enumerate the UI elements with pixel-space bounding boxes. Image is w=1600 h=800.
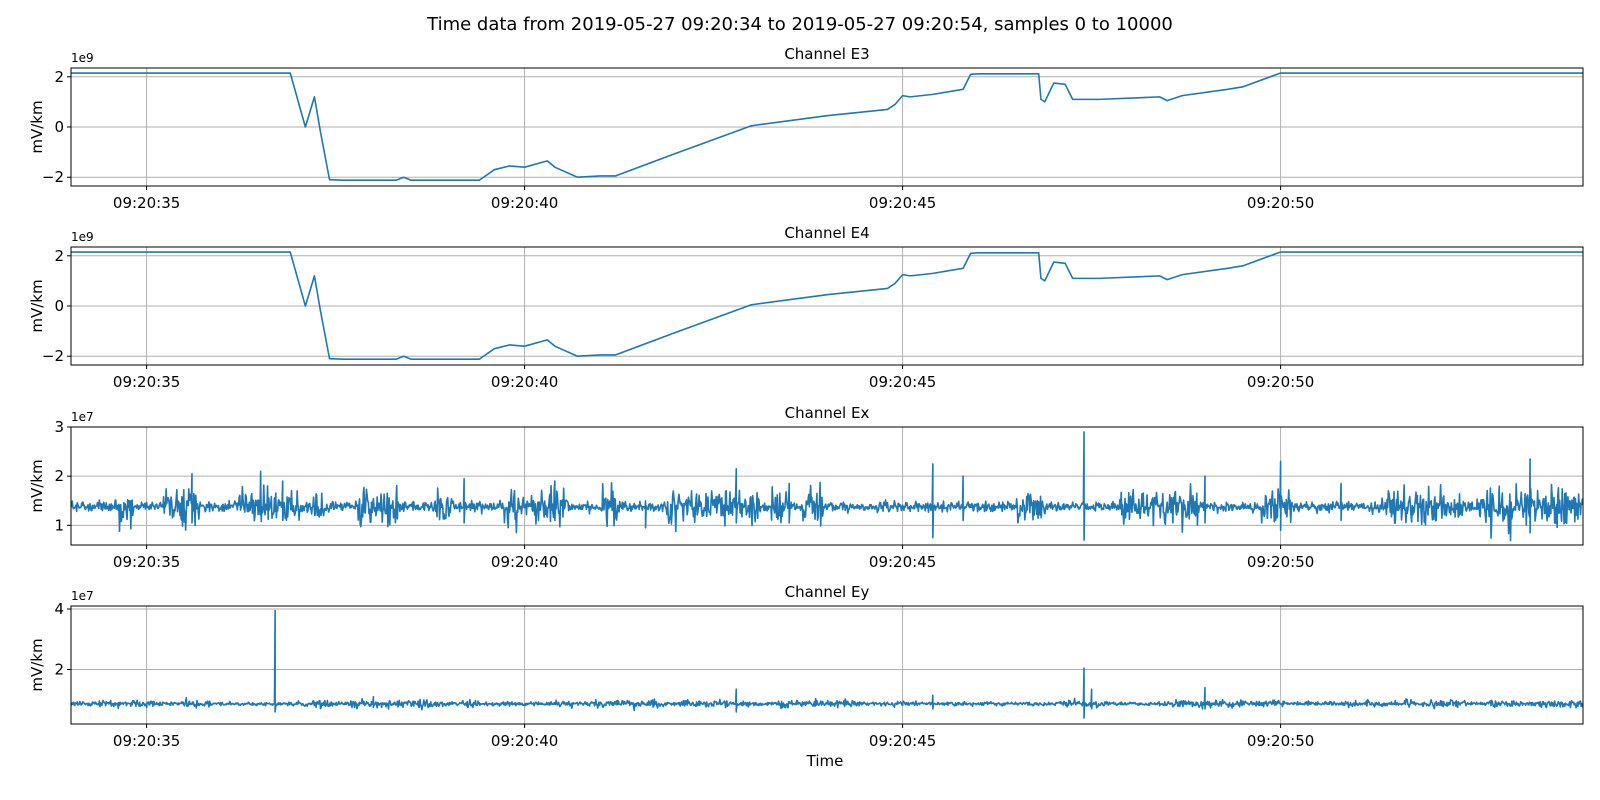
x-tick-label: 09:20:40 [491, 373, 558, 391]
subplot-1: 2 0 −2 09:20:35 09:20:40 09:20:45 09:20:50 Chan… [28, 224, 1584, 391]
subplot-2: 3 2 1 09:20:35 09:20:40 09:20:45 09:20:50 Chann… [28, 404, 1584, 571]
y-offset-label: 1e7 [71, 589, 94, 603]
y-tick-label: 1 [54, 516, 64, 534]
y-tick-label: 0 [54, 297, 64, 315]
series-line [71, 609, 1583, 719]
x-tick-label: 09:20:35 [113, 373, 180, 391]
y-tick-label: 4 [54, 600, 64, 618]
y-offset-label: 1e9 [71, 230, 94, 244]
y-tick-label: 2 [54, 661, 64, 679]
subplot-0: 2 0 −2 09:20:35 09:20:40 09:20:45 09:20:50 Chan… [28, 45, 1584, 212]
subplots: 2 0 −2 09:20:35 09:20:40 09:20:45 09:20:50 Chan… [28, 45, 1584, 750]
y-offset-label: 1e9 [71, 51, 94, 65]
y-tick-label: 3 [54, 418, 64, 436]
y-tick-label: −2 [42, 347, 64, 365]
axes-frame [70, 605, 1584, 725]
subplot-title: Channel Ex [785, 404, 870, 422]
y-tick-label: 2 [54, 68, 64, 86]
x-axis-label: Time [806, 752, 844, 770]
x-tick-label: 09:20:35 [113, 553, 180, 571]
subplot-title: Channel E3 [784, 45, 869, 63]
subplot-title: Channel Ey [785, 583, 870, 601]
figure-title: Time data from 2019-05-27 09:20:34 to 20… [426, 14, 1173, 35]
x-tick-label: 09:20:50 [1247, 194, 1314, 212]
x-tick-label: 09:20:35 [113, 732, 180, 750]
y-axis-label: mV/km [28, 459, 46, 512]
x-tick-label: 09:20:35 [113, 194, 180, 212]
x-tick-label: 09:20:40 [491, 732, 558, 750]
x-tick-label: 09:20:45 [869, 373, 936, 391]
x-tick-label: 09:20:45 [869, 553, 936, 571]
x-tick-label: 09:20:50 [1247, 373, 1314, 391]
y-tick-label: 2 [54, 467, 64, 485]
x-tick-label: 09:20:45 [869, 732, 936, 750]
subplot-3: 4 2 09:20:35 09:20:40 09:20:45 09:20:50 Channe… [28, 583, 1584, 750]
x-tick-label: 09:20:50 [1247, 553, 1314, 571]
y-tick-label: 2 [54, 247, 64, 265]
y-offset-label: 1e7 [71, 410, 94, 424]
subplot-title: Channel E4 [784, 224, 869, 242]
y-axis-label: mV/km [28, 279, 46, 332]
x-tick-label: 09:20:50 [1247, 732, 1314, 750]
series-line [71, 72, 1583, 182]
y-tick-label: 0 [54, 118, 64, 136]
y-axis-label: mV/km [28, 100, 46, 153]
series-line [71, 431, 1583, 542]
y-tick-label: −2 [42, 168, 64, 186]
x-tick-label: 09:20:40 [491, 194, 558, 212]
x-tick-label: 09:20:40 [491, 553, 558, 571]
y-axis-label: mV/km [28, 638, 46, 691]
series-line [71, 251, 1583, 361]
axes-frame [70, 426, 1584, 546]
x-tick-label: 09:20:45 [869, 194, 936, 212]
